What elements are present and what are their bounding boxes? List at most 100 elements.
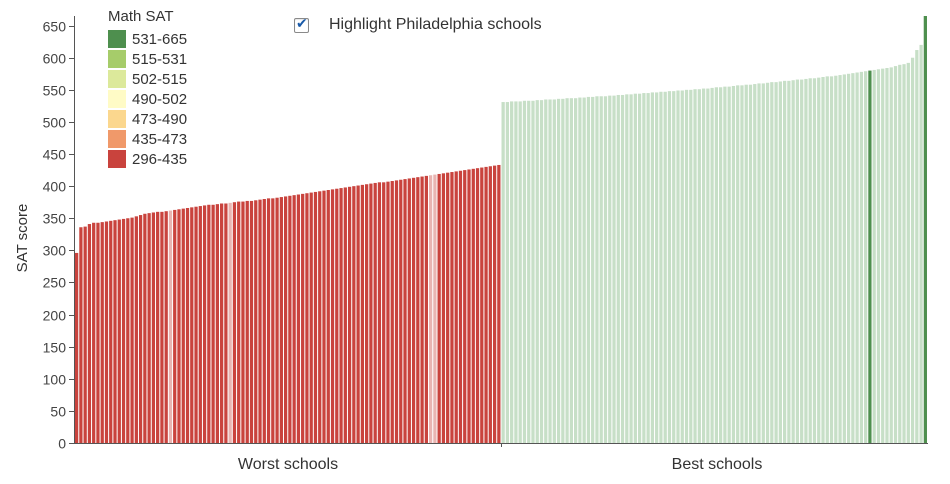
bar	[365, 184, 369, 444]
bar	[800, 79, 804, 443]
bar	[565, 98, 569, 443]
bar	[202, 205, 207, 443]
bar	[92, 222, 96, 443]
legend-swatch	[108, 90, 126, 108]
bar	[902, 64, 906, 443]
bar	[684, 89, 689, 443]
bar	[87, 224, 92, 443]
y-axis: 0 50 100 150 200 250 300 350 400 450 500 550 600 650	[43, 16, 75, 452]
bar	[770, 82, 774, 443]
legend-swatch	[108, 30, 126, 48]
legend-label: 502-515	[132, 70, 188, 88]
bar	[625, 94, 629, 443]
highlight-checkbox[interactable]: ✔	[294, 15, 309, 33]
bar	[403, 179, 407, 443]
y-tick-label: 200	[43, 308, 67, 324]
bar	[527, 100, 531, 443]
bar	[646, 93, 650, 444]
bar	[271, 198, 275, 443]
bar	[339, 188, 343, 443]
bar	[117, 219, 121, 443]
bar	[228, 202, 232, 443]
legend-label: 435-473	[132, 130, 188, 148]
bar	[539, 100, 544, 444]
bar	[151, 212, 156, 443]
bar	[659, 91, 663, 444]
bar	[518, 101, 522, 444]
bar	[868, 70, 872, 443]
legend-item: 515-531	[108, 49, 187, 69]
bar	[318, 191, 322, 443]
legend-label: 515-531	[132, 50, 188, 68]
bar	[181, 208, 185, 443]
bar	[420, 176, 424, 443]
bar	[761, 83, 765, 444]
bar	[731, 85, 736, 444]
y-tick-label: 350	[43, 211, 67, 227]
bar	[736, 85, 740, 443]
y-tick-label: 650	[43, 19, 67, 35]
bar	[501, 102, 505, 443]
bar	[510, 101, 514, 444]
bar	[352, 186, 356, 443]
bar	[561, 98, 565, 443]
bar	[100, 222, 104, 443]
bar	[697, 89, 701, 443]
bar	[616, 94, 620, 443]
bar	[399, 179, 403, 444]
bar	[612, 95, 616, 444]
legend-swatch	[108, 130, 126, 148]
bar	[283, 196, 288, 443]
bar	[83, 226, 87, 443]
bar	[608, 95, 612, 444]
bar	[424, 175, 428, 443]
bar	[360, 184, 365, 443]
bar	[787, 80, 791, 443]
y-axis-title: SAT score	[14, 204, 31, 273]
bar	[898, 64, 902, 444]
y-tick-label: 600	[43, 51, 67, 67]
bar	[727, 86, 731, 443]
legend-label: 531-665	[132, 30, 188, 48]
bar	[164, 211, 168, 443]
bar	[650, 92, 655, 443]
bar	[591, 96, 595, 443]
bar	[335, 188, 339, 443]
bar	[552, 99, 556, 443]
bar	[723, 86, 727, 443]
legend-swatch	[108, 50, 126, 68]
bar	[748, 84, 753, 444]
bar	[740, 85, 744, 443]
bar	[446, 172, 450, 444]
y-tick-label: 0	[58, 436, 66, 452]
bar	[842, 74, 846, 444]
bar	[258, 199, 262, 443]
bar	[817, 77, 821, 443]
bar	[322, 190, 326, 443]
legend-swatch	[108, 70, 126, 88]
y-tick-label: 300	[43, 243, 67, 259]
bar	[138, 215, 143, 443]
bar	[915, 50, 919, 443]
bar	[343, 187, 347, 443]
bar	[377, 182, 382, 443]
highlight-philadelphia-toggle[interactable]: ✔ Highlight Philadelphia schools	[294, 15, 542, 34]
bar	[569, 98, 573, 443]
bar	[791, 80, 795, 444]
bar	[906, 62, 910, 444]
bar	[919, 44, 923, 443]
bar	[637, 93, 642, 443]
bar	[574, 98, 578, 443]
bar	[471, 168, 475, 443]
bar	[757, 83, 761, 444]
bar	[642, 93, 646, 444]
bar	[846, 73, 851, 443]
bar	[168, 210, 173, 443]
legend-item: 490-502	[108, 89, 187, 109]
bar	[910, 57, 915, 444]
bar	[497, 164, 501, 443]
bar	[454, 171, 458, 443]
bar	[829, 76, 834, 444]
bar	[753, 84, 757, 443]
